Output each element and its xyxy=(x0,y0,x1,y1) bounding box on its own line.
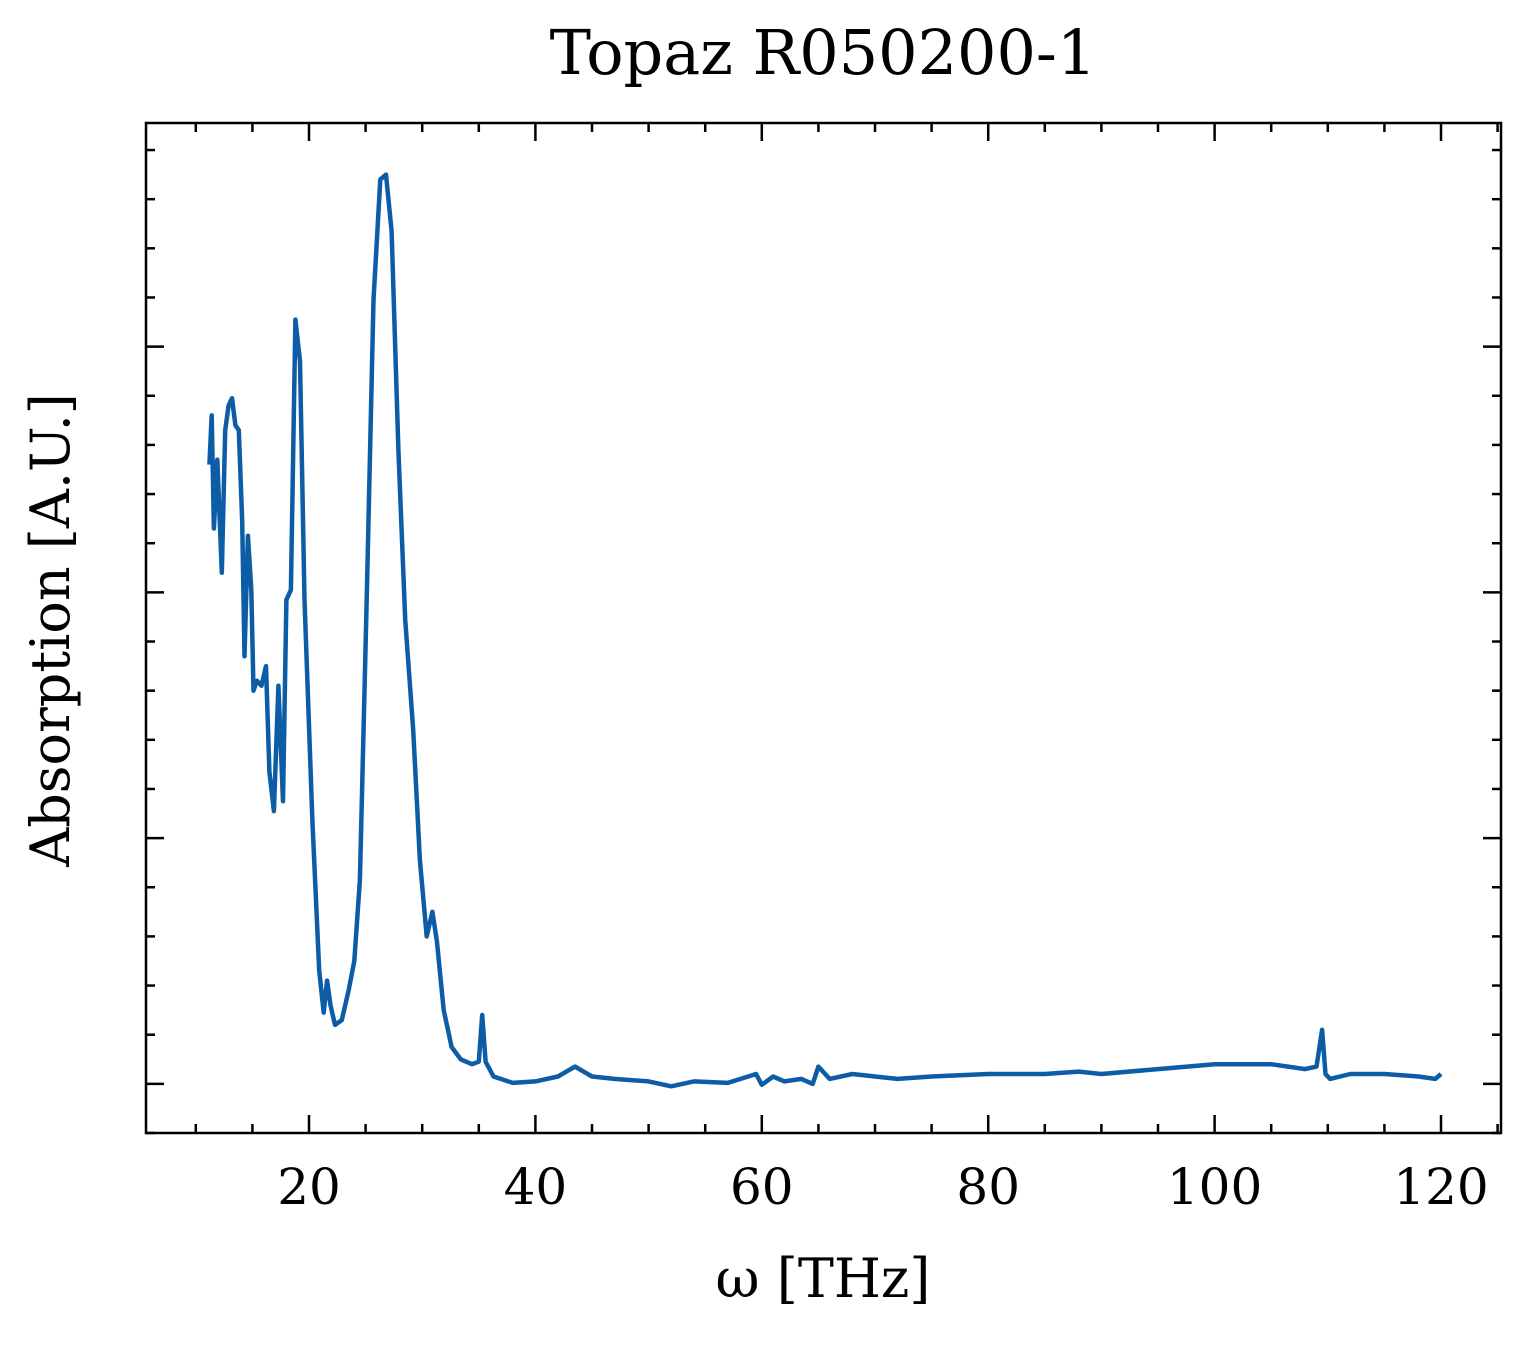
data-line xyxy=(207,172,1443,1089)
x-tick-label: 100 xyxy=(1167,1158,1262,1216)
x-axis-label: ω [THz] xyxy=(716,1247,931,1310)
x-tick-label: 40 xyxy=(504,1158,568,1216)
plot-frame xyxy=(144,121,1503,1135)
x-tick-label: 80 xyxy=(956,1158,1020,1216)
chart-title: Topaz R050200-1 xyxy=(550,16,1097,89)
x-tick-label: 120 xyxy=(1393,1158,1488,1216)
y-axis-label: Absorption [A.U.] xyxy=(19,393,82,868)
x-tick-label: 60 xyxy=(730,1158,794,1216)
x-tick-label: 20 xyxy=(277,1158,341,1216)
